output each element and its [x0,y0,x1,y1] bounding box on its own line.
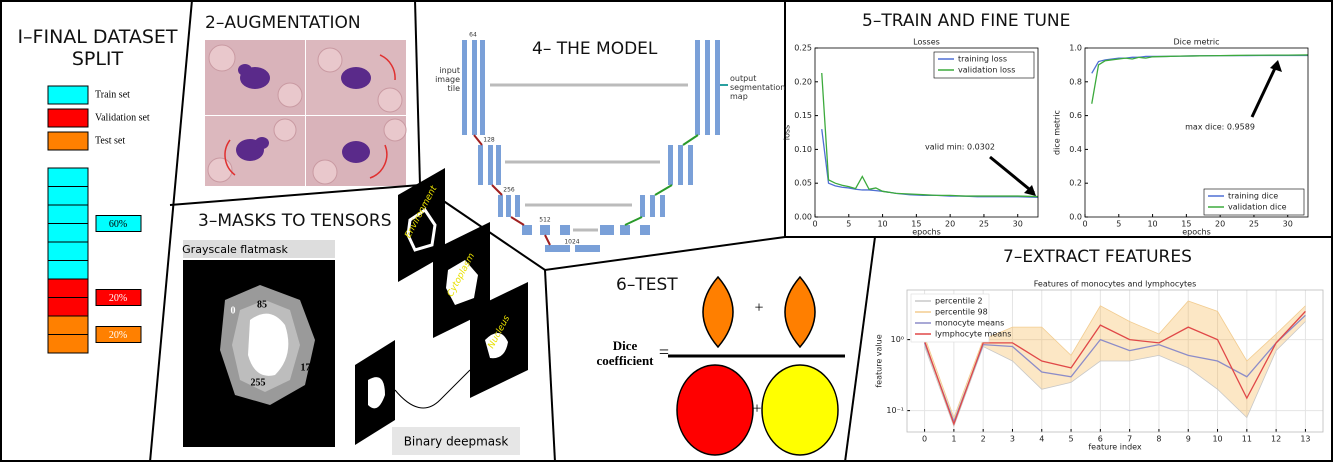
split-label: 20% [109,330,127,341]
panel-title: 4– THE MODEL [532,38,657,60]
legend-label: lymphocyte means [935,330,1011,339]
split-label: 60% [109,219,127,230]
chart-title: Losses [913,38,940,47]
x-tick-label: 11 [1242,435,1252,444]
y-axis-label: feature value [875,334,884,387]
x-tick-label: 25 [1249,220,1259,229]
x-tick-label: 8 [1156,435,1161,444]
legend-label: Test set [95,135,125,146]
filter-label: 256 [503,187,515,194]
y-tick-label: 10⁻¹ [886,406,904,415]
y-tick-label: 0.25 [794,44,812,53]
x-tick-label: 4 [1039,435,1044,444]
series-line [1092,55,1308,104]
input-label: input image tile [432,66,460,93]
panel-title: 6–TEST [616,274,678,296]
x-axis-label: epochs [912,228,941,237]
y-tick-label: 0.15 [794,111,812,120]
y-tick-label: 10⁰ [891,335,904,344]
annotation: valid min: 0.0302 [925,143,995,152]
infographic: Train set Validation set Test set 60% 20% 20%… [0,0,1333,462]
x-tick-label: 30 [1283,220,1293,229]
y-tick-label: 0.6 [1069,111,1082,120]
arrow-head [1270,60,1282,72]
x-tick-label: 30 [1013,220,1023,229]
filter-label: 64 [469,32,477,39]
level-label: 85 [257,299,267,310]
y-tick-label: 0.0 [1069,213,1082,222]
chart-title: Features of monocytes and lymphocytes [1034,280,1197,289]
x-tick-label: 9 [1186,435,1191,444]
x-tick-label: 0 [922,435,927,444]
y-axis-label: loss [783,125,792,140]
x-tick-label: 5 [1069,435,1074,444]
x-tick-label: 0 [812,220,817,229]
annotation-arrow [990,157,1034,193]
x-axis-label: epochs [1182,228,1211,237]
unet-drawing [462,40,728,252]
x-tick-label: 2 [981,435,986,444]
dice-label: Dice coefficient [590,338,660,368]
legend-label: validation loss [958,66,1015,75]
x-axis-label: feature index [1088,443,1142,452]
legend-label: percentile 98 [935,308,988,317]
x-tick-label: 0 [1082,220,1087,229]
x-tick-label: 20 [945,220,955,229]
chart-title: Dice metric [1173,38,1219,47]
output-label: output segmentation map [730,74,780,101]
equals: = [659,342,669,362]
series-line [822,73,1038,197]
legend-swatch [48,86,88,104]
x-tick-label: 5 [1116,220,1121,229]
panel-title: 2–AUGMENTATION [205,12,361,34]
legend-label: monocyte means [935,319,1004,328]
series-line [822,129,1038,197]
y-axis-label: dice metric [1053,110,1062,155]
x-tick-label: 12 [1271,435,1281,444]
x-tick-label: 25 [979,220,989,229]
flatmask-label: Grayscale flatmask [182,243,288,256]
legend-label: Train set [95,89,130,100]
x-tick-label: 3 [1010,435,1015,444]
x-tick-label: 1 [951,435,956,444]
x-tick-label: 13 [1300,435,1310,444]
legend-label: training dice [1228,192,1278,201]
x-tick-label: 10 [1212,435,1222,444]
level-label: 255 [251,377,266,388]
legend-swatch [48,132,88,150]
x-tick-label: 10 [877,220,887,229]
filter-label: 1024 [564,239,579,246]
y-tick-label: 0.00 [794,213,812,222]
level-label: 170 [301,362,316,373]
filter-label: 128 [483,137,495,144]
legend-swatch [48,109,88,127]
panel-title: 5–TRAIN AND FINE TUNE [862,10,1070,32]
legend-label: Validation set [95,112,150,123]
x-tick-label: 10 [1147,220,1157,229]
annotation-arrow [1252,66,1276,117]
legend-label: training loss [958,55,1007,64]
filter-label: 512 [539,217,551,224]
x-tick-label: 20 [1215,220,1225,229]
y-tick-label: 0.10 [794,145,812,154]
deepmask-label: Binary deepmask [404,435,509,449]
y-tick-label: 0.2 [1069,179,1082,188]
level-label: 0 [231,305,236,316]
y-tick-label: 0.4 [1069,145,1082,154]
panel-title: 3–MASKS TO TENSORS [198,210,392,232]
augmentation-images [205,40,406,186]
y-tick-label: 1.0 [1069,44,1082,53]
legend-label: percentile 2 [935,297,983,306]
x-tick-label: 5 [846,220,851,229]
y-tick-label: 0.8 [1069,77,1082,86]
panel-title: 7–EXTRACT FEATURES [1003,246,1192,268]
split-label: 20% [109,293,127,304]
plus: + [752,401,761,418]
plus: + [754,300,763,317]
legend-label: validation dice [1228,203,1287,212]
annotation: max dice: 0.9589 [1185,123,1255,132]
panel-title: I–FINAL DATASET SPLIT [5,26,190,70]
y-tick-label: 0.20 [794,77,812,86]
y-tick-label: 0.05 [794,179,812,188]
